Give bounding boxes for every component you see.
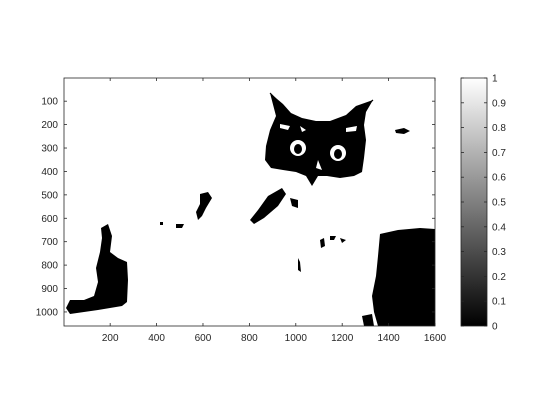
colorbar-tick-label: 0.3: [492, 247, 506, 258]
cat-left-pupil: [294, 144, 302, 154]
x-tick-label: 1400: [377, 333, 400, 344]
right-body-region: [372, 228, 435, 326]
right-lower-fragments: [362, 314, 374, 326]
y-tick-label: 400: [41, 167, 58, 178]
x-tick-label: 1600: [424, 333, 447, 344]
y-tick-label: 300: [41, 144, 58, 155]
cat-right-pupil: [334, 149, 342, 159]
colorbar-tick-label: 0.7: [492, 148, 506, 159]
middle-fragment-b: [250, 188, 286, 224]
colorbar-tick-label: 0.9: [492, 98, 506, 109]
colorbar-tick-label: 0.4: [492, 222, 506, 233]
colorbar-tick-label: 0.8: [492, 123, 506, 134]
middle-fragment-d: [176, 224, 184, 228]
colorbar-axis: 0 0.1 0.2 0.3 0.4 0.5 0.6 0.7 0.8 0.9 1: [461, 74, 506, 333]
colorbar-tick-label: 0.1: [492, 297, 506, 308]
x-tick-label: 800: [241, 333, 258, 344]
right-small-blob: [395, 128, 410, 134]
middle-fragment-c: [290, 198, 298, 208]
binary-image: [64, 78, 435, 326]
colorbar-tick-label: 0.6: [492, 173, 506, 184]
x-tick-label: 600: [195, 333, 212, 344]
y-tick-label: 200: [41, 120, 58, 131]
x-tick-label: 200: [102, 333, 119, 344]
colorbar-tick-label: 0.2: [492, 272, 506, 283]
y-tick-label: 600: [41, 214, 58, 225]
colorbar-tick-label: 0.5: [492, 198, 506, 209]
middle-fragment-a: [196, 192, 212, 220]
colorbar-tick-label: 1: [492, 74, 498, 85]
y-tick-label: 800: [41, 261, 58, 272]
cat-head-region: [265, 93, 373, 186]
colorbar: [460, 77, 488, 327]
x-axis: 200 400 600 800 1000 1200 1400 1600: [102, 78, 447, 344]
middle-fragment-f: [298, 258, 301, 272]
y-tick-label: 500: [41, 190, 58, 201]
x-tick-label: 1200: [331, 333, 354, 344]
middle-fragment-e: [320, 236, 346, 248]
y-tick-label: 1000: [36, 307, 59, 318]
x-tick-label: 400: [148, 333, 165, 344]
y-tick-label: 100: [41, 97, 58, 108]
cat-head-highlights: [280, 124, 357, 170]
y-axis: 100 200 300 400 500 600 700 800 900 1000: [36, 97, 435, 318]
x-tick-label: 1000: [285, 333, 308, 344]
y-tick-label: 700: [41, 237, 58, 248]
colorbar-tick-label: 0: [492, 322, 498, 333]
middle-fragment-g: [160, 222, 163, 225]
y-tick-label: 900: [41, 284, 58, 295]
left-paw-region: [66, 224, 128, 314]
